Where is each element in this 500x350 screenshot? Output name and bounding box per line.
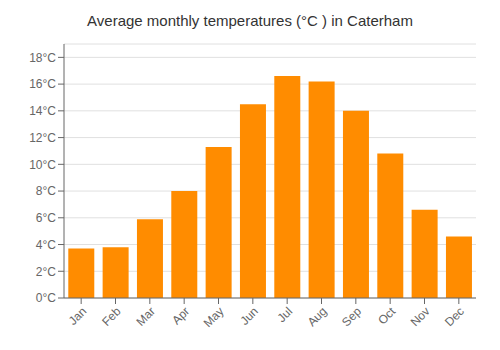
svg-text:Jun: Jun [237,304,261,328]
svg-text:Nov: Nov [408,304,433,329]
svg-text:Dec: Dec [442,304,467,329]
svg-text:8°C: 8°C [36,184,56,198]
svg-text:Oct: Oct [375,304,399,328]
html-text:Average monthly temperatures (: Average monthly temperatures (°C ) in Ca… [87,12,413,29]
svg-text:Jul: Jul [275,304,296,325]
svg-text:Apr: Apr [169,304,192,327]
svg-text:14°C: 14°C [29,104,56,118]
svg-text:6°C: 6°C [36,211,56,225]
svg-text:Feb: Feb [99,304,124,329]
svg-text:4°C: 4°C [36,238,56,252]
svg-text:Aug: Aug [305,304,330,329]
svg-text:Jan: Jan [66,304,90,328]
svg-text:Sep: Sep [339,304,364,329]
svg-text:18°C: 18°C [29,51,56,65]
svg-text:May: May [201,304,227,330]
svg-text:16°C: 16°C [29,77,56,91]
svg-text:0°C: 0°C [36,291,56,305]
svg-text:Mar: Mar [133,304,158,329]
svg-text:2°C: 2°C [36,265,56,279]
svg-text:12°C: 12°C [29,131,56,145]
svg-text:10°C: 10°C [29,158,56,172]
